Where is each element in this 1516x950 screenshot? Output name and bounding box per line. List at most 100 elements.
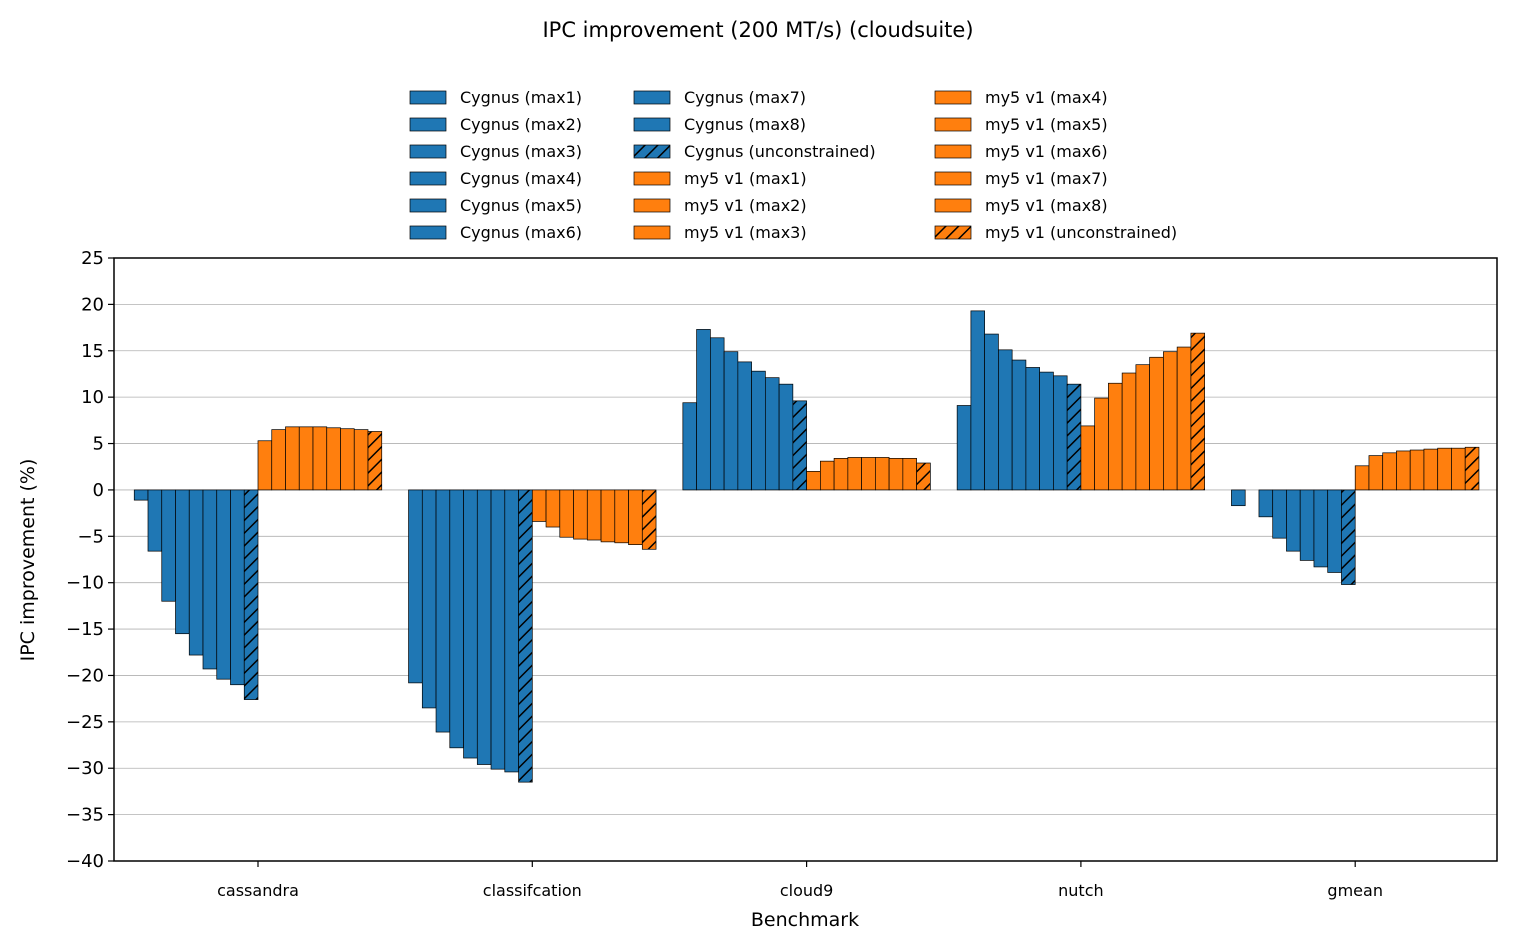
bar-nutch-16 [1176,346,1192,491]
bar-cassandra-12 [298,426,314,491]
chart-title: IPC improvement (200 MT/s) (cloudsuite) [542,18,973,42]
bar-cassandra-7 [230,489,245,686]
legend-swatch [409,171,447,186]
bar-cloud9-16 [902,458,917,491]
legend-item: my5 v1 (max1) [633,169,807,188]
legend-label: my5 v1 (max1) [684,169,807,188]
bar-gmean-8 [1341,489,1356,585]
legend-label: my5 v1 (max5) [985,115,1108,134]
bar-classifcation-3 [449,489,464,749]
bar-cassandra-11 [285,426,300,491]
gridlines [114,303,1497,816]
bar-cloud9-11 [833,458,849,491]
bar-classifcation-16 [628,489,643,546]
bar-nutch-5 [1025,367,1041,491]
x-tick-label: classifcation [483,881,582,900]
bar-cloud9-4 [737,361,752,491]
legend-label: Cygnus (max5) [460,196,582,215]
y-tick-label: −35 [66,805,104,826]
bar-cloud9-8 [792,400,807,491]
bar-cloud9-13 [861,457,876,491]
bar-nutch-15 [1163,351,1178,491]
bar-nutch-17 [1190,332,1206,491]
legend-item: Cygnus (max4) [409,169,582,188]
bar-classifcation-15 [614,489,629,544]
bar-cloud9-6 [764,377,780,491]
y-tick-label: 15 [81,341,104,362]
bar-cassandra-15 [340,428,355,491]
bar-cassandra-4 [188,489,204,656]
bar-cassandra-17 [367,431,383,491]
legend-swatch [633,117,671,132]
bar-cassandra-8 [243,489,259,700]
legend-label: my5 v1 (max2) [684,196,807,215]
legend-swatch [633,90,671,105]
bar-cassandra-10 [271,429,286,491]
bar-classifcation-8 [518,489,533,783]
bar-gmean-4 [1286,489,1301,552]
legend-item: my5 v1 (unconstrained) [934,223,1177,242]
legend-item: my5 v1 (max8) [934,196,1108,215]
bar-nutch-14 [1149,356,1164,491]
bars [133,310,1480,783]
x-tick-label: gmean [1327,881,1383,900]
legend-item: Cygnus (max1) [409,88,582,107]
legend-label: Cygnus (unconstrained) [684,142,876,161]
y-tick-label: −15 [66,619,104,640]
plot-frame [113,257,1498,862]
bar-cloud9-7 [778,383,794,491]
y-tick-label: −30 [66,758,104,779]
bar-gmean-3 [1272,489,1287,539]
bar-classifcation-12 [573,489,588,540]
axes: 25 20 15 10 5 0 −5 −10 −15 −20 −25 −30 −35 −40 cassand… [66,248,1498,900]
bar-cloud9-10 [819,460,835,491]
legend-swatch [633,171,671,186]
bar-gmean-0 [1231,489,1246,507]
bar-gmean-17 [1464,446,1480,491]
y-tick-label: 0 [93,480,104,501]
bar-nutch-2 [984,333,999,491]
bar-nutch-9 [1080,425,1096,491]
bar-gmean-7 [1327,489,1342,573]
legend-label: my5 v1 (max8) [985,196,1108,215]
legend-label: my5 v1 (max6) [985,142,1108,161]
bar-cassandra-9 [257,440,273,491]
legend-swatch [409,90,447,105]
bar-cassandra-5 [202,489,218,670]
bar-cassandra-16 [353,429,369,491]
y-tick-label: −20 [66,665,104,686]
legend-swatch [633,225,671,240]
bar-cloud9-15 [888,458,904,491]
legend-label: Cygnus (max2) [460,115,582,134]
legend-label: Cygnus (max1) [460,88,582,107]
legend-item: my5 v1 (max2) [633,196,807,215]
bar-cloud9-3 [723,351,739,491]
bar-gmean-14 [1423,448,1439,491]
legend-swatch [633,144,671,159]
bar-gmean-6 [1313,489,1329,568]
legend-label: Cygnus (max8) [684,115,806,134]
bar-nutch-10 [1094,397,1109,491]
legend-swatch [934,90,972,105]
bar-classifcation-14 [600,489,616,543]
bar-cassandra-1 [147,489,163,552]
legend-item: Cygnus (max8) [633,115,806,134]
y-axis-label: IPC improvement (%) [17,459,39,662]
bar-nutch-13 [1135,364,1151,491]
bar-gmean-9 [1354,465,1370,491]
legend-item: my5 v1 (max3) [633,223,807,242]
legend-item: my5 v1 (max6) [934,142,1108,161]
legend-swatch [934,144,972,159]
x-tick-label: cloud9 [780,881,834,900]
bar-cloud9-5 [751,370,766,491]
y-tick-label: 20 [81,294,104,315]
bar-classifcation-10 [545,489,561,528]
legend-label: Cygnus (max7) [684,88,806,107]
bar-cloud9-12 [847,457,862,491]
x-axis-label: Benchmark [751,909,859,931]
legend-item: Cygnus (max5) [409,196,582,215]
legend-item: Cygnus (max3) [409,142,582,161]
bar-classifcation-2 [435,489,451,733]
bar-nutch-4 [1011,359,1027,491]
bar-cloud9-17 [916,462,931,491]
